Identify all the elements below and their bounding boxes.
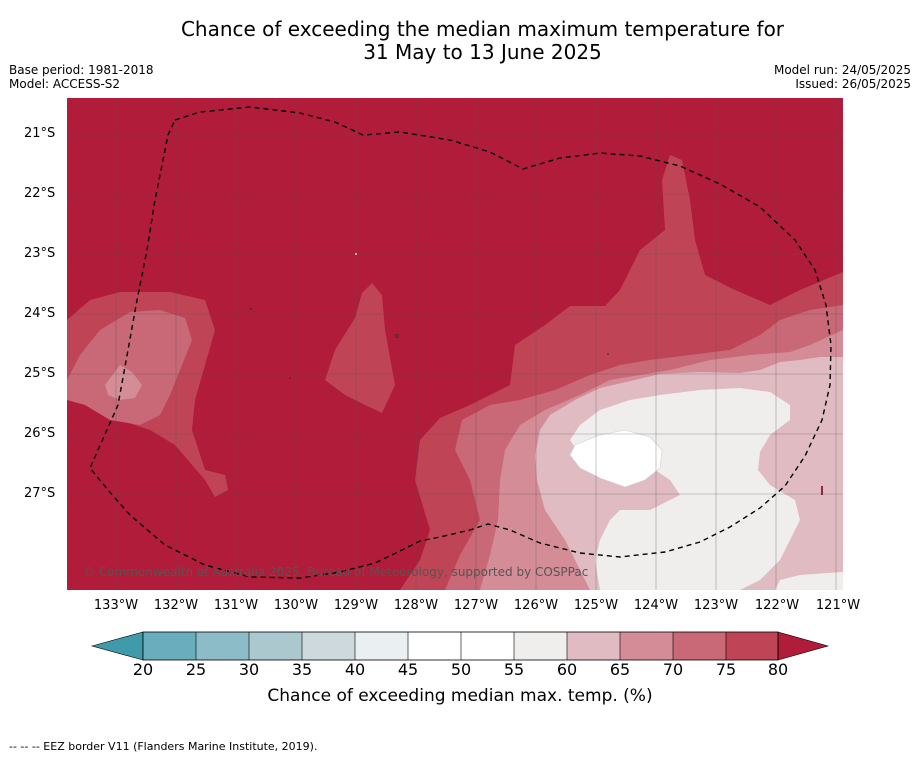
colorbar-below-20: [90, 631, 144, 661]
lon-label: 132°W: [153, 598, 199, 613]
colorbar-frame: [142, 631, 779, 661]
colorbar-60-65: [567, 632, 620, 660]
copyright-notice: © Commonwealth of Australia 2025, Bureau…: [83, 565, 589, 579]
lat-label: 21°S: [24, 126, 56, 141]
lat-label: 23°S: [24, 246, 56, 261]
probability-contours: [67, 98, 843, 590]
meta-left: Base period: 1981-2018 Model: ACCESS-S2: [9, 63, 154, 91]
colorbar-tick: 25: [185, 660, 207, 679]
lat-label: 25°S: [24, 366, 56, 381]
colorbar-tick: 80: [767, 660, 789, 679]
eez-border: [89, 106, 832, 579]
colorbar-dividers: [195, 632, 727, 660]
lat-label: 22°S: [24, 186, 56, 201]
colorbar-55-60: [514, 632, 567, 660]
lon-label: 124°W: [633, 598, 679, 613]
colorbar-65-70: [620, 632, 673, 660]
lon-label: 122°W: [754, 598, 800, 613]
lon-label: 123°W: [693, 598, 739, 613]
lat-lon-grid: [67, 98, 843, 590]
island-marker: [394, 333, 399, 338]
issued-date: Issued: 26/05/2025: [795, 77, 911, 91]
colorbar-25-30: [196, 632, 249, 660]
colorbar-title: Chance of exceeding median max. temp. (%…: [267, 686, 653, 706]
island-marker: [607, 353, 609, 355]
lon-label: 121°W: [815, 598, 861, 613]
island-marker: [250, 308, 252, 310]
colorbar-75-80: [726, 632, 778, 660]
island-marker: [355, 253, 357, 255]
lon-label: 126°W: [513, 598, 559, 613]
colorbar-tick: 40: [344, 660, 366, 679]
colorbar-50-55: [461, 632, 514, 660]
band-55-60-east: [775, 572, 843, 590]
colorbar-tick: 35: [291, 660, 313, 679]
colorbar-tick: 70: [662, 660, 684, 679]
colorbar-tick: 55: [503, 660, 525, 679]
lon-label: 130°W: [273, 598, 319, 613]
lon-label: 129°W: [333, 598, 379, 613]
colorbar-tick: 65: [609, 660, 631, 679]
lon-label: 127°W: [453, 598, 499, 613]
band-70-75-west: [67, 310, 192, 425]
colorbar-35-40: [302, 632, 355, 660]
lon-label: 128°W: [393, 598, 439, 613]
band-50-55: [569, 429, 663, 488]
meta-right: Model run: 24/05/2025 Issued: 26/05/2025: [774, 63, 911, 91]
base-period: Base period: 1981-2018: [9, 63, 154, 77]
colorbar-tick: 20: [132, 660, 154, 679]
lon-label: 131°W: [213, 598, 259, 613]
colorbar-tick: 75: [715, 660, 737, 679]
lat-label: 26°S: [24, 426, 56, 441]
colorbar-40-45: [355, 632, 408, 660]
model-run: Model run: 24/05/2025: [773, 63, 911, 77]
lat-label: 27°S: [24, 486, 56, 501]
map-title: Chance of exceeding the median maximum t…: [0, 18, 919, 64]
title-line-1: Chance of exceeding the median maximum t…: [180, 17, 785, 41]
colorbar-above-80: [777, 631, 830, 661]
lon-label: 133°W: [93, 598, 139, 613]
colorbar-30-35: [249, 632, 302, 660]
colorbar-tick: 50: [450, 660, 472, 679]
island-marker: [821, 486, 823, 495]
colorbar-tick: 60: [556, 660, 578, 679]
island-marker: [289, 377, 291, 379]
band-55-60-islet: [715, 518, 757, 533]
colorbar-tick: 45: [397, 660, 419, 679]
colorbar: [90, 631, 830, 661]
title-line-2: 31 May to 13 June 2025: [363, 40, 602, 64]
colorbar-45-50: [408, 632, 461, 660]
colorbar-tick: 30: [238, 660, 260, 679]
colorbar-20-25: [143, 632, 196, 660]
lat-label: 24°S: [24, 306, 56, 321]
band-75-80-center: [325, 283, 395, 413]
eez-footnote: -- -- -- EEZ border V11 (Flanders Marine…: [9, 740, 318, 753]
colorbar-70-75: [673, 632, 726, 660]
model-name: Model: ACCESS-S2: [9, 77, 121, 91]
lon-label: 125°W: [573, 598, 619, 613]
